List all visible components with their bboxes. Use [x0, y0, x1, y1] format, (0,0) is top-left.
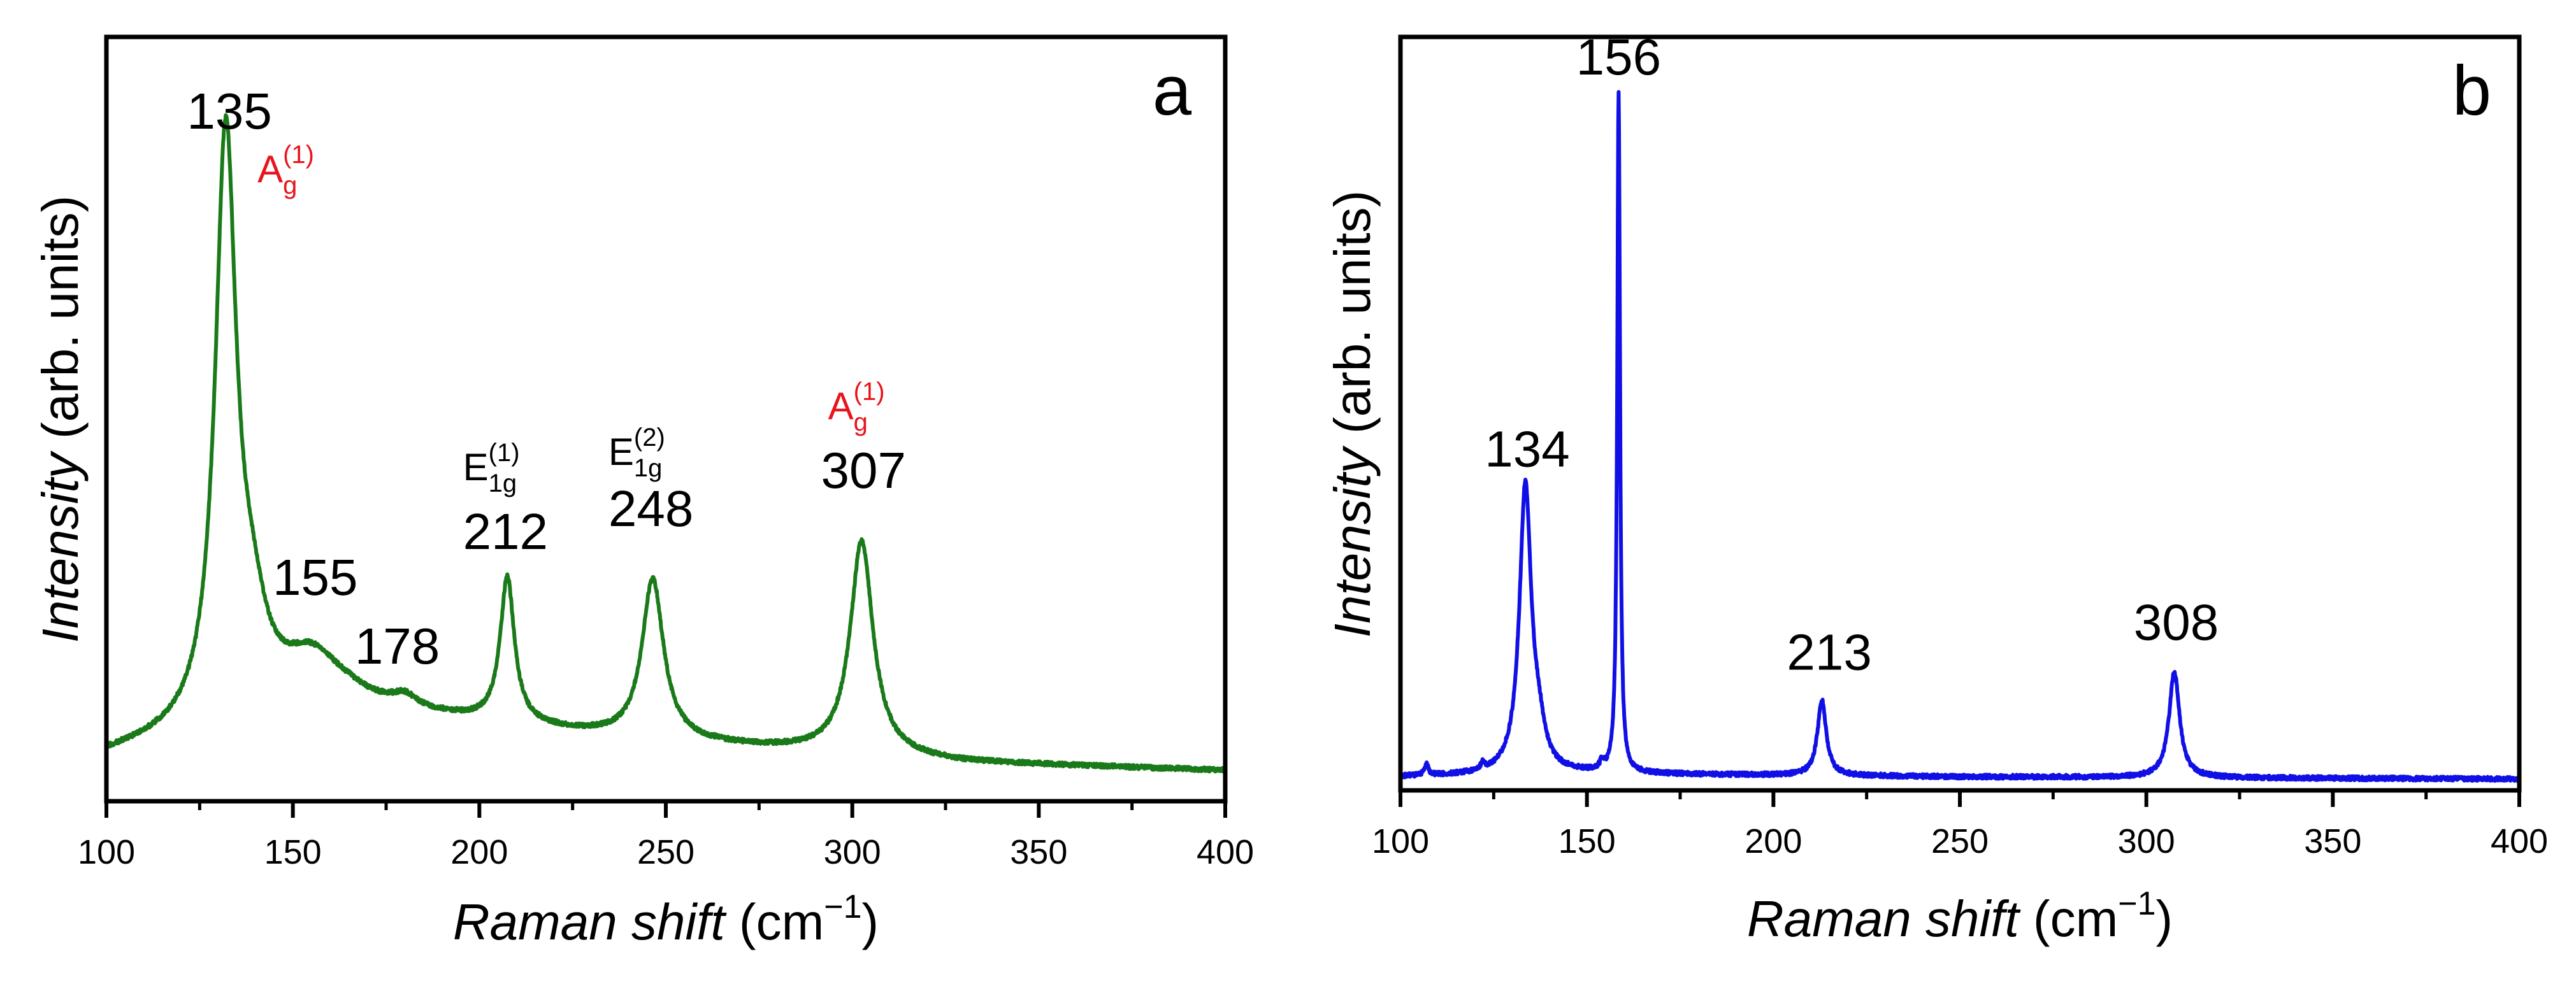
panel-a: 135 155 178 212 248 307 Ag(1) E1g(1) E1g(2) Ag(1)…	[32, 34, 1254, 950]
panel-a-x-tick-label: 150	[264, 833, 322, 871]
panel-a-plot: 135 155 178 212 248 307 Ag(1) E1g(1) E1g(2) Ag(1)	[104, 83, 1227, 774]
panel-a-x-tick-label: 300	[824, 833, 881, 871]
panel-a-peak-label: 307	[821, 442, 905, 499]
panel-a-y-axis-title: Intensity (arb. units)	[32, 196, 89, 643]
panel-b-y-axis-title: Intensity (arb. units)	[1324, 190, 1381, 638]
panel-a-peak-label: 178	[355, 618, 440, 674]
panel-a-letter: a	[1153, 52, 1192, 130]
panel-b-spectrum-line	[1399, 90, 2521, 783]
panel-b-x-tick-label: 250	[1931, 822, 1989, 860]
panel-a-mode-label: Ag(1)	[257, 141, 314, 199]
panel-b-x-tick-label: 200	[1745, 822, 1802, 860]
panel-b-x-tick-label: 350	[2304, 822, 2361, 860]
panel-b-x-tick-label: 300	[2118, 822, 2175, 860]
panel-a-spectrum-line	[104, 113, 1227, 774]
panel-a-mode-label: Ag(1)	[828, 378, 885, 436]
panel-a-x-axis-title: Raman shift (cm−1)	[453, 888, 879, 950]
panel-b-x-ticks: 100 150 200 250 300 350 400	[1372, 790, 2548, 860]
panel-b-x-tick-label: 400	[2491, 822, 2548, 860]
panel-a-mode-label: E1g(2)	[608, 424, 665, 482]
panel-a-peak-label: 135	[187, 83, 271, 139]
panel-b-peak-label: 213	[1787, 624, 1871, 681]
panel-b-x-tick-label: 150	[1558, 822, 1616, 860]
panel-a-peak-label: 248	[608, 480, 693, 537]
panel-a-x-tick-label: 400	[1197, 833, 1254, 871]
panel-a-x-tick-label: 350	[1010, 833, 1067, 871]
panel-b-letter: b	[2452, 52, 2491, 130]
panel-a-x-tick-label: 250	[637, 833, 694, 871]
panel-b-axes-frame	[1398, 34, 2522, 793]
panel-a-x-tick-label: 200	[450, 833, 508, 871]
panel-a-x-tick-label: 100	[78, 833, 135, 871]
panel-b-peak-label: 134	[1485, 420, 1569, 477]
panel-a-mode-label: E1g(1)	[463, 439, 520, 497]
panel-b-x-axis-title: Raman shift (cm−1)	[1747, 885, 2173, 947]
panel-a-peak-label: 212	[463, 503, 548, 560]
panel-a-x-ticks: 100 150 200 250 300 350 400	[78, 801, 1254, 871]
panel-b-x-tick-label: 100	[1372, 822, 1429, 860]
panel-a-peak-label: 155	[273, 549, 357, 606]
panel-b-peak-label: 308	[2134, 594, 2219, 650]
